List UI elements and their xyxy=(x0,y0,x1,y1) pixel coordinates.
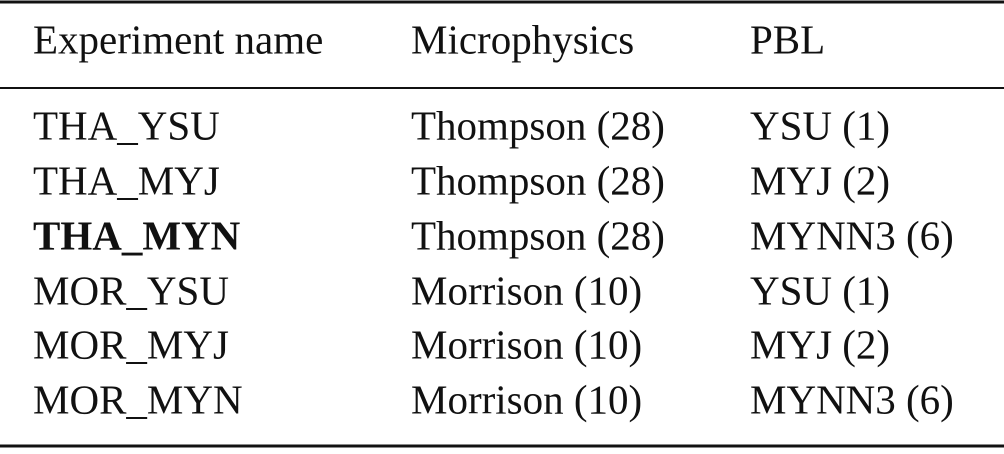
cell: MOR_MYN xyxy=(33,376,243,422)
cell: MYNN3 (6) xyxy=(750,376,954,422)
cell: Thompson (28) xyxy=(411,212,665,258)
cell: YSU (1) xyxy=(750,102,890,148)
cell: THA_MYN xyxy=(33,212,241,258)
header-cell: Microphysics xyxy=(411,16,634,62)
cell: MYJ (2) xyxy=(750,157,890,203)
cell: Thompson (28) xyxy=(411,102,665,148)
cell: MOR_MYJ xyxy=(33,321,229,367)
cell: Morrison (10) xyxy=(411,321,642,367)
cell: Morrison (10) xyxy=(411,267,642,313)
cell: MYJ (2) xyxy=(750,321,890,367)
cell: THA_YSU xyxy=(33,102,220,148)
cell: Thompson (28) xyxy=(411,157,665,203)
header-cell: Experiment name xyxy=(33,16,323,62)
cell: MYNN3 (6) xyxy=(750,212,954,258)
cell: YSU (1) xyxy=(750,267,890,313)
cell: Morrison (10) xyxy=(411,376,642,422)
cell: THA_MYJ xyxy=(33,157,220,203)
cell: MOR_YSU xyxy=(33,267,229,313)
header-cell: PBL xyxy=(750,16,825,62)
